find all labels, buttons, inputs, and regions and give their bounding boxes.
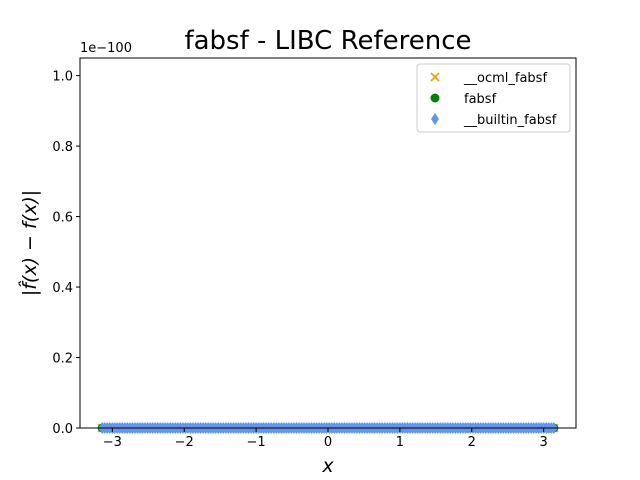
- y-offset-label: 1e−100: [80, 41, 132, 56]
- y-axis-ticks: 0.0 0.2 0.4 0.6 0.8 1.0: [52, 70, 80, 437]
- legend-marker: [430, 93, 440, 103]
- legend-frame: [416, 63, 571, 133]
- x-axis-label: x: [321, 455, 334, 477]
- legend-marker: [431, 113, 439, 125]
- x-tick-label: 0: [324, 435, 332, 450]
- y-tick-label: 0.6: [52, 211, 73, 226]
- x-tick-label: 3: [540, 435, 548, 450]
- x-tick-label: −3: [103, 435, 122, 450]
- legend-label: __builtin_fabsf: [463, 113, 557, 128]
- y-tick-label: 0.2: [52, 352, 73, 367]
- x-tick-label: −1: [247, 435, 266, 450]
- y-tick-label: 1.0: [52, 70, 73, 85]
- y-tick-label: 0.8: [52, 140, 73, 155]
- legend-label: fabsf: [464, 92, 497, 107]
- x-tick-label: −2: [175, 435, 194, 450]
- y-tick-label: 0.0: [52, 422, 73, 437]
- legend-label: __ocml_fabsf: [463, 71, 547, 86]
- x-tick-label: 1: [396, 435, 404, 450]
- chart-title: fabsf - LIBC Reference: [184, 26, 471, 56]
- x-axis-ticks: −3 −2 −1 0 1 2 3: [103, 428, 548, 450]
- x-tick-label: 2: [468, 435, 476, 450]
- y-axis-label: |f̂(x) − f(x)|: [19, 190, 41, 296]
- legend-marker: [430, 72, 440, 82]
- y-tick-label: 0.4: [52, 281, 73, 296]
